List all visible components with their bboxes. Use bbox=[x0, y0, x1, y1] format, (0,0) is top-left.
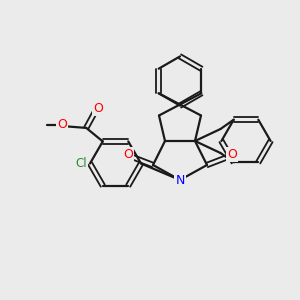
Text: Cl: Cl bbox=[75, 157, 87, 170]
Text: O: O bbox=[57, 118, 67, 131]
Text: O: O bbox=[123, 148, 133, 161]
Text: N: N bbox=[175, 173, 185, 187]
Text: O: O bbox=[227, 148, 237, 161]
Text: O: O bbox=[93, 102, 103, 115]
